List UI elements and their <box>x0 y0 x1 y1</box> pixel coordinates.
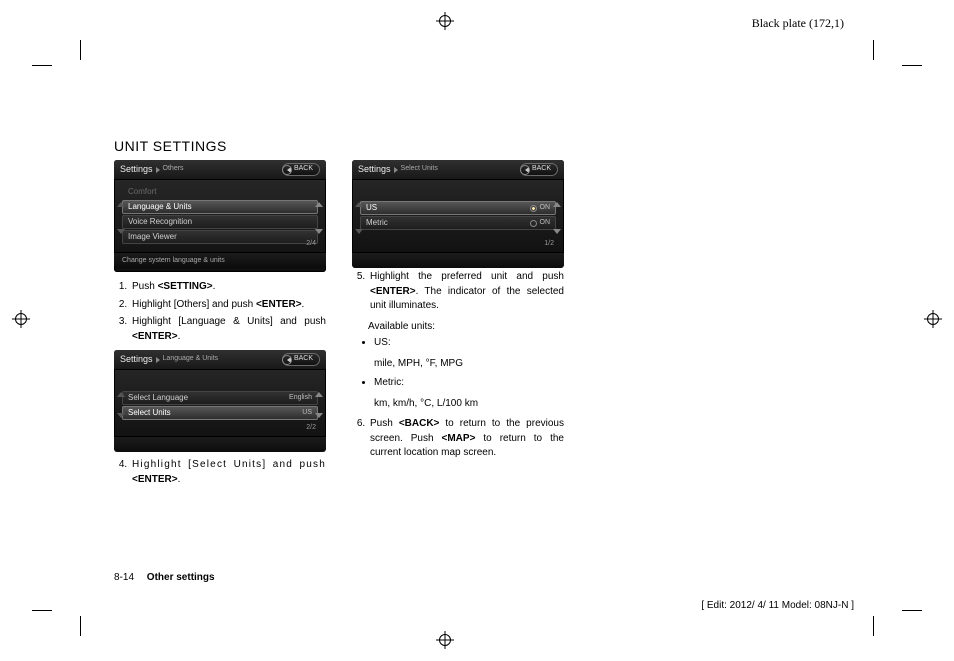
hint-bar: Change system language & units <box>114 252 326 268</box>
shot-title: Settings <box>120 163 153 176</box>
back-button[interactable]: BACK <box>282 163 320 176</box>
unit-option-metric: Metric: <box>374 376 564 391</box>
back-arrow-icon <box>287 357 291 363</box>
step-list: Highlight the preferred unit and push <E… <box>352 270 564 314</box>
scroll-down-icon <box>117 413 125 418</box>
crop-mark <box>32 610 52 611</box>
content-area: UNIT SETTINGS Settings Others BACK <box>114 138 574 493</box>
step-5: Highlight the preferred unit and push <E… <box>368 270 564 314</box>
scroll-down-icon <box>355 229 363 234</box>
scroll-up-icon <box>117 202 125 207</box>
crop-mark <box>80 40 81 60</box>
back-arrow-icon <box>287 167 291 173</box>
crop-mark <box>902 65 922 66</box>
step-2: Highlight [Others] and push <ENTER>. <box>130 298 326 313</box>
back-button[interactable]: BACK <box>282 353 320 366</box>
registration-mark-icon <box>924 310 942 328</box>
screenshot-others-menu: Settings Others BACK Comfort Language & … <box>114 160 326 272</box>
page-indicator: 1/2 <box>544 239 554 249</box>
crop-mark <box>873 616 874 636</box>
column-right: Settings Select Units BACK US <box>352 160 564 493</box>
registration-mark-icon <box>12 310 30 328</box>
back-label: BACK <box>294 354 313 364</box>
menu-row-select-language[interactable]: Select LanguageEnglish <box>122 391 318 405</box>
breadcrumb-arrow-icon <box>156 357 160 363</box>
shot-title: Settings <box>120 353 153 366</box>
crop-mark <box>32 65 52 66</box>
breadcrumb-arrow-icon <box>156 167 160 173</box>
scroll-up-icon <box>117 392 125 397</box>
step-3: Highlight [Language & Units] and push <E… <box>130 315 326 344</box>
shot-crumb: Language & Units <box>163 354 219 364</box>
section-heading: UNIT SETTINGS <box>114 138 574 154</box>
scroll-up-icon[interactable] <box>315 392 323 397</box>
section-name: Other settings <box>147 572 215 583</box>
scroll-down-icon[interactable] <box>315 413 323 418</box>
page-number: 8-14 <box>114 572 134 583</box>
step-list: Push <BACK> to return to the previous sc… <box>352 417 564 461</box>
manual-page: Black plate (172,1) UNIT SETTINGS Settin… <box>0 0 954 661</box>
step-1: Push <SETTING>. <box>130 280 326 295</box>
step-6: Push <BACK> to return to the previous sc… <box>368 417 564 461</box>
menu-row-us[interactable]: US ON <box>360 201 556 215</box>
crop-mark <box>873 40 874 60</box>
registration-mark-icon <box>436 631 454 649</box>
breadcrumb-arrow-icon <box>394 167 398 173</box>
shot-crumb: Others <box>163 164 184 174</box>
unit-option-us-detail: mile, MPH, °F, MPG <box>374 357 564 372</box>
radio-dot-icon <box>530 205 537 212</box>
scroll-up-icon[interactable] <box>553 202 561 207</box>
screenshot-select-units-menu: Settings Select Units BACK US <box>352 160 564 262</box>
menu-row-image-viewer[interactable]: Image Viewer <box>122 230 318 244</box>
plate-label: Black plate (172,1) <box>752 16 844 31</box>
registration-mark-icon <box>436 12 454 30</box>
back-label: BACK <box>532 164 551 174</box>
scroll-down-icon <box>117 229 125 234</box>
shot-crumb: Select Units <box>401 164 438 174</box>
radio-on-indicator: ON <box>530 203 551 213</box>
scroll-up-icon[interactable] <box>315 202 323 207</box>
page-indicator: 2/4 <box>306 239 316 249</box>
unit-option-metric-detail: km, km/h, °C, L/100 km <box>374 397 564 412</box>
hint-bar <box>352 252 564 268</box>
step-list: Push <SETTING>. Highlight [Others] and p… <box>114 280 326 344</box>
back-button[interactable]: BACK <box>520 163 558 176</box>
page-footer: 8-14 Other settings <box>114 572 215 583</box>
edit-stamp: [ Edit: 2012/ 4/ 11 Model: 08NJ-N ] <box>701 600 854 611</box>
step-4: Highlight [Select Units] and push <ENTER… <box>130 458 326 487</box>
menu-row-voice-recognition[interactable]: Voice Recognition <box>122 215 318 229</box>
scroll-up-icon <box>355 202 363 207</box>
menu-row-language-units[interactable]: Language & Units <box>122 200 318 214</box>
scroll-down-icon[interactable] <box>553 229 561 234</box>
page-indicator: 2/2 <box>306 423 316 433</box>
back-arrow-icon <box>525 167 529 173</box>
unit-options-list: Metric: <box>352 376 564 391</box>
step-list: Highlight [Select Units] and push <ENTER… <box>114 458 326 487</box>
hint-bar <box>114 436 326 452</box>
shot-title: Settings <box>358 163 391 176</box>
scroll-down-icon[interactable] <box>315 229 323 234</box>
screenshot-language-units-menu: Settings Language & Units BACK Select La… <box>114 350 326 450</box>
menu-row-metric[interactable]: Metric ON <box>360 216 556 230</box>
crop-mark <box>80 616 81 636</box>
unit-options-list: US: <box>352 336 564 351</box>
menu-row-comfort[interactable]: Comfort <box>122 185 318 199</box>
crop-mark <box>902 610 922 611</box>
column-left: Settings Others BACK Comfort Language & … <box>114 160 326 493</box>
back-label: BACK <box>294 164 313 174</box>
radio-off-indicator: ON <box>530 218 551 228</box>
unit-option-us: US: <box>374 336 564 351</box>
radio-dot-icon <box>530 220 537 227</box>
available-units-label: Available units: <box>368 320 564 335</box>
menu-row-select-units[interactable]: Select UnitsUS <box>122 406 318 420</box>
